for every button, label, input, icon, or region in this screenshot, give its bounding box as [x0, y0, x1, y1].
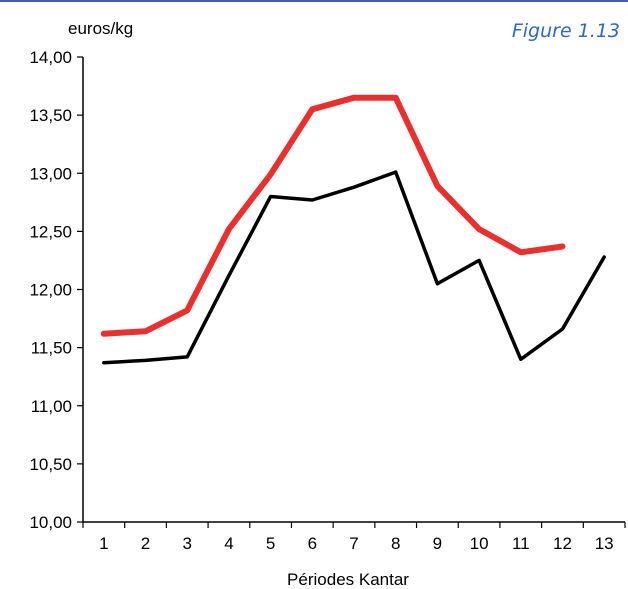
x-tick-label: 8	[391, 534, 400, 553]
x-tick-label: 2	[141, 534, 150, 553]
series-line-red	[100, 94, 566, 337]
figure-label: Figure 1.13	[511, 20, 620, 42]
y-tick-label: 12,00	[29, 281, 72, 300]
x-tick-label: 4	[224, 534, 233, 553]
x-tick-label: 6	[308, 534, 317, 553]
y-tick-label: 14,00	[29, 48, 72, 67]
x-tick-label: 11	[512, 534, 530, 553]
x-tick-label: 10	[470, 534, 489, 553]
x-axis-title: Périodes Kantar	[287, 570, 409, 589]
series-line-black	[102, 170, 606, 365]
x-tick-label: 1	[99, 534, 108, 553]
x-tick-label: 13	[595, 534, 614, 553]
top-rule	[0, 0, 628, 2]
y-tick-label: 12,50	[29, 222, 72, 241]
y-tick-label: 10,50	[29, 455, 72, 474]
x-tick-label: 7	[349, 534, 358, 553]
y-axis-title: euros/kg	[68, 19, 133, 38]
axes: 10,00 10,50 11,00 11,50 12,00 12,50 13,00 13,50…	[29, 48, 626, 553]
y-tick-label: 13,50	[29, 106, 72, 125]
x-tick-label: 5	[266, 534, 275, 553]
x-tick-label: 9	[433, 534, 442, 553]
x-tick-label: 12	[553, 534, 572, 553]
series-layer	[100, 94, 606, 365]
y-tick-label: 11,00	[31, 397, 72, 416]
y-tick-label: 10,00	[29, 513, 72, 532]
x-tick-label: 3	[182, 534, 191, 553]
y-tick-label: 11,50	[31, 339, 72, 358]
y-tick-label: 13,00	[29, 164, 72, 183]
